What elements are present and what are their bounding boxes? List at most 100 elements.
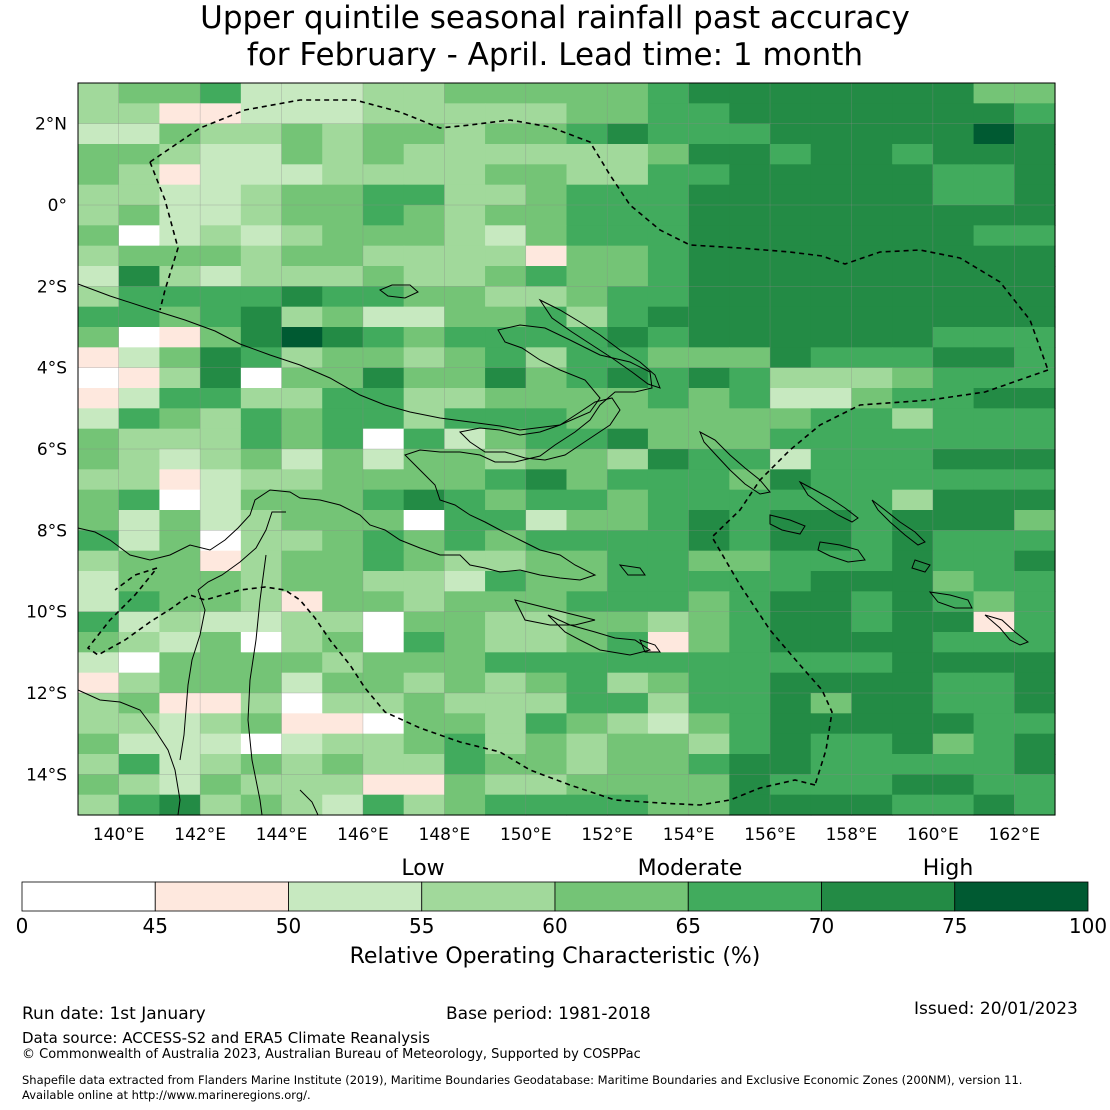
grid-cell bbox=[729, 103, 771, 125]
grid-cell bbox=[200, 347, 242, 369]
colorbar-title: Relative Operating Characteristic (%) bbox=[349, 944, 761, 969]
grid-cell bbox=[485, 347, 527, 369]
grid-cell bbox=[322, 184, 364, 206]
grid-cell bbox=[851, 571, 893, 592]
shapefile-credit-line-2: Available online at http://www.marinereg… bbox=[22, 1088, 311, 1102]
grid-cell bbox=[240, 794, 283, 816]
grid-cell bbox=[444, 794, 486, 816]
grid-cell bbox=[851, 693, 893, 714]
grid-cell bbox=[892, 428, 934, 450]
grid-cell bbox=[403, 83, 445, 104]
grid-cell bbox=[688, 550, 730, 572]
grid-cell bbox=[892, 184, 934, 206]
grid-cell bbox=[159, 449, 201, 470]
grid-cell bbox=[607, 83, 649, 104]
grid-cell bbox=[647, 266, 690, 287]
grid-cell bbox=[403, 286, 445, 308]
grid-cell bbox=[647, 510, 690, 531]
grid-cell bbox=[78, 225, 120, 247]
grid-cell bbox=[770, 367, 812, 389]
grid-cell bbox=[322, 774, 364, 796]
grid-cell bbox=[688, 286, 730, 308]
grid-cell bbox=[403, 672, 445, 694]
grid-cell bbox=[403, 144, 445, 165]
grid-cell bbox=[973, 428, 1015, 450]
grid-cell bbox=[729, 144, 771, 165]
grid-cell bbox=[281, 306, 323, 328]
grid-cell bbox=[159, 693, 201, 714]
grid-cell bbox=[281, 103, 323, 125]
y-tick-label: 12°S bbox=[26, 684, 67, 704]
grid-cell bbox=[525, 652, 568, 674]
grid-cell bbox=[322, 693, 364, 714]
grid-cell bbox=[403, 123, 445, 145]
grid-cell bbox=[118, 164, 161, 186]
colorbar-segment bbox=[421, 881, 556, 912]
grid-cell bbox=[362, 449, 405, 470]
grid-cell bbox=[281, 611, 323, 633]
grid-cell bbox=[973, 672, 1015, 694]
grid-cell bbox=[729, 489, 771, 511]
grid-cell bbox=[240, 286, 283, 308]
grid-cell bbox=[932, 632, 975, 653]
grid-cell bbox=[647, 225, 690, 247]
grid-cell bbox=[729, 245, 771, 267]
grid-cell bbox=[118, 327, 161, 348]
grid-cell bbox=[810, 571, 853, 592]
grid-cell bbox=[444, 632, 486, 653]
grid-cell bbox=[810, 652, 853, 674]
grid-cell bbox=[485, 449, 527, 470]
grid-cell bbox=[362, 286, 405, 308]
grid-cell bbox=[281, 449, 323, 470]
grid-cell bbox=[973, 144, 1015, 165]
grid-cell bbox=[607, 693, 649, 714]
grid-cell bbox=[159, 489, 201, 511]
grid-cell bbox=[362, 144, 405, 165]
grid-cell bbox=[362, 672, 405, 694]
grid-cell bbox=[362, 794, 405, 816]
grid-cell bbox=[1014, 266, 1056, 287]
grid-cell bbox=[525, 550, 568, 572]
grid-cell bbox=[851, 367, 893, 389]
x-tick-label: 158°E bbox=[826, 825, 878, 845]
grid-cell bbox=[403, 713, 445, 735]
grid-cell bbox=[444, 713, 486, 735]
grid-cell bbox=[200, 184, 242, 206]
grid-cell bbox=[362, 652, 405, 674]
grid-cell bbox=[566, 510, 608, 531]
category-label-low: Low bbox=[401, 856, 445, 881]
grid-cell bbox=[200, 144, 242, 165]
grid-cell bbox=[485, 632, 527, 653]
grid-cell bbox=[444, 550, 486, 572]
grid-cell bbox=[566, 550, 608, 572]
grid-cell bbox=[770, 672, 812, 694]
grid-cell bbox=[770, 713, 812, 735]
grid-cell bbox=[118, 794, 161, 816]
grid-cell bbox=[932, 164, 975, 186]
grid-cell bbox=[932, 286, 975, 308]
grid-cell bbox=[729, 794, 771, 816]
grid-cell bbox=[729, 449, 771, 470]
grid-cell bbox=[525, 489, 568, 511]
grid-cell bbox=[403, 164, 445, 186]
grid-cell bbox=[444, 103, 486, 125]
grid-cell bbox=[973, 347, 1015, 369]
grid-cell bbox=[647, 164, 690, 186]
grid-cell bbox=[892, 489, 934, 511]
grid-cell bbox=[892, 123, 934, 145]
grid-cell bbox=[240, 184, 283, 206]
grid-cell bbox=[322, 266, 364, 287]
santa-isabel bbox=[798, 480, 859, 523]
grid-cell bbox=[200, 469, 242, 491]
eez-solomons bbox=[710, 369, 1049, 786]
grid-cell bbox=[485, 123, 527, 145]
grid-cell bbox=[932, 205, 975, 226]
grid-cell bbox=[647, 347, 690, 369]
grid-cell bbox=[78, 164, 120, 186]
grid-cell bbox=[607, 652, 649, 674]
grid-cell bbox=[729, 123, 771, 145]
grid-cell bbox=[892, 550, 934, 572]
grid-cell bbox=[770, 632, 812, 653]
grid-cell bbox=[322, 286, 364, 308]
grid-cell bbox=[159, 286, 201, 308]
